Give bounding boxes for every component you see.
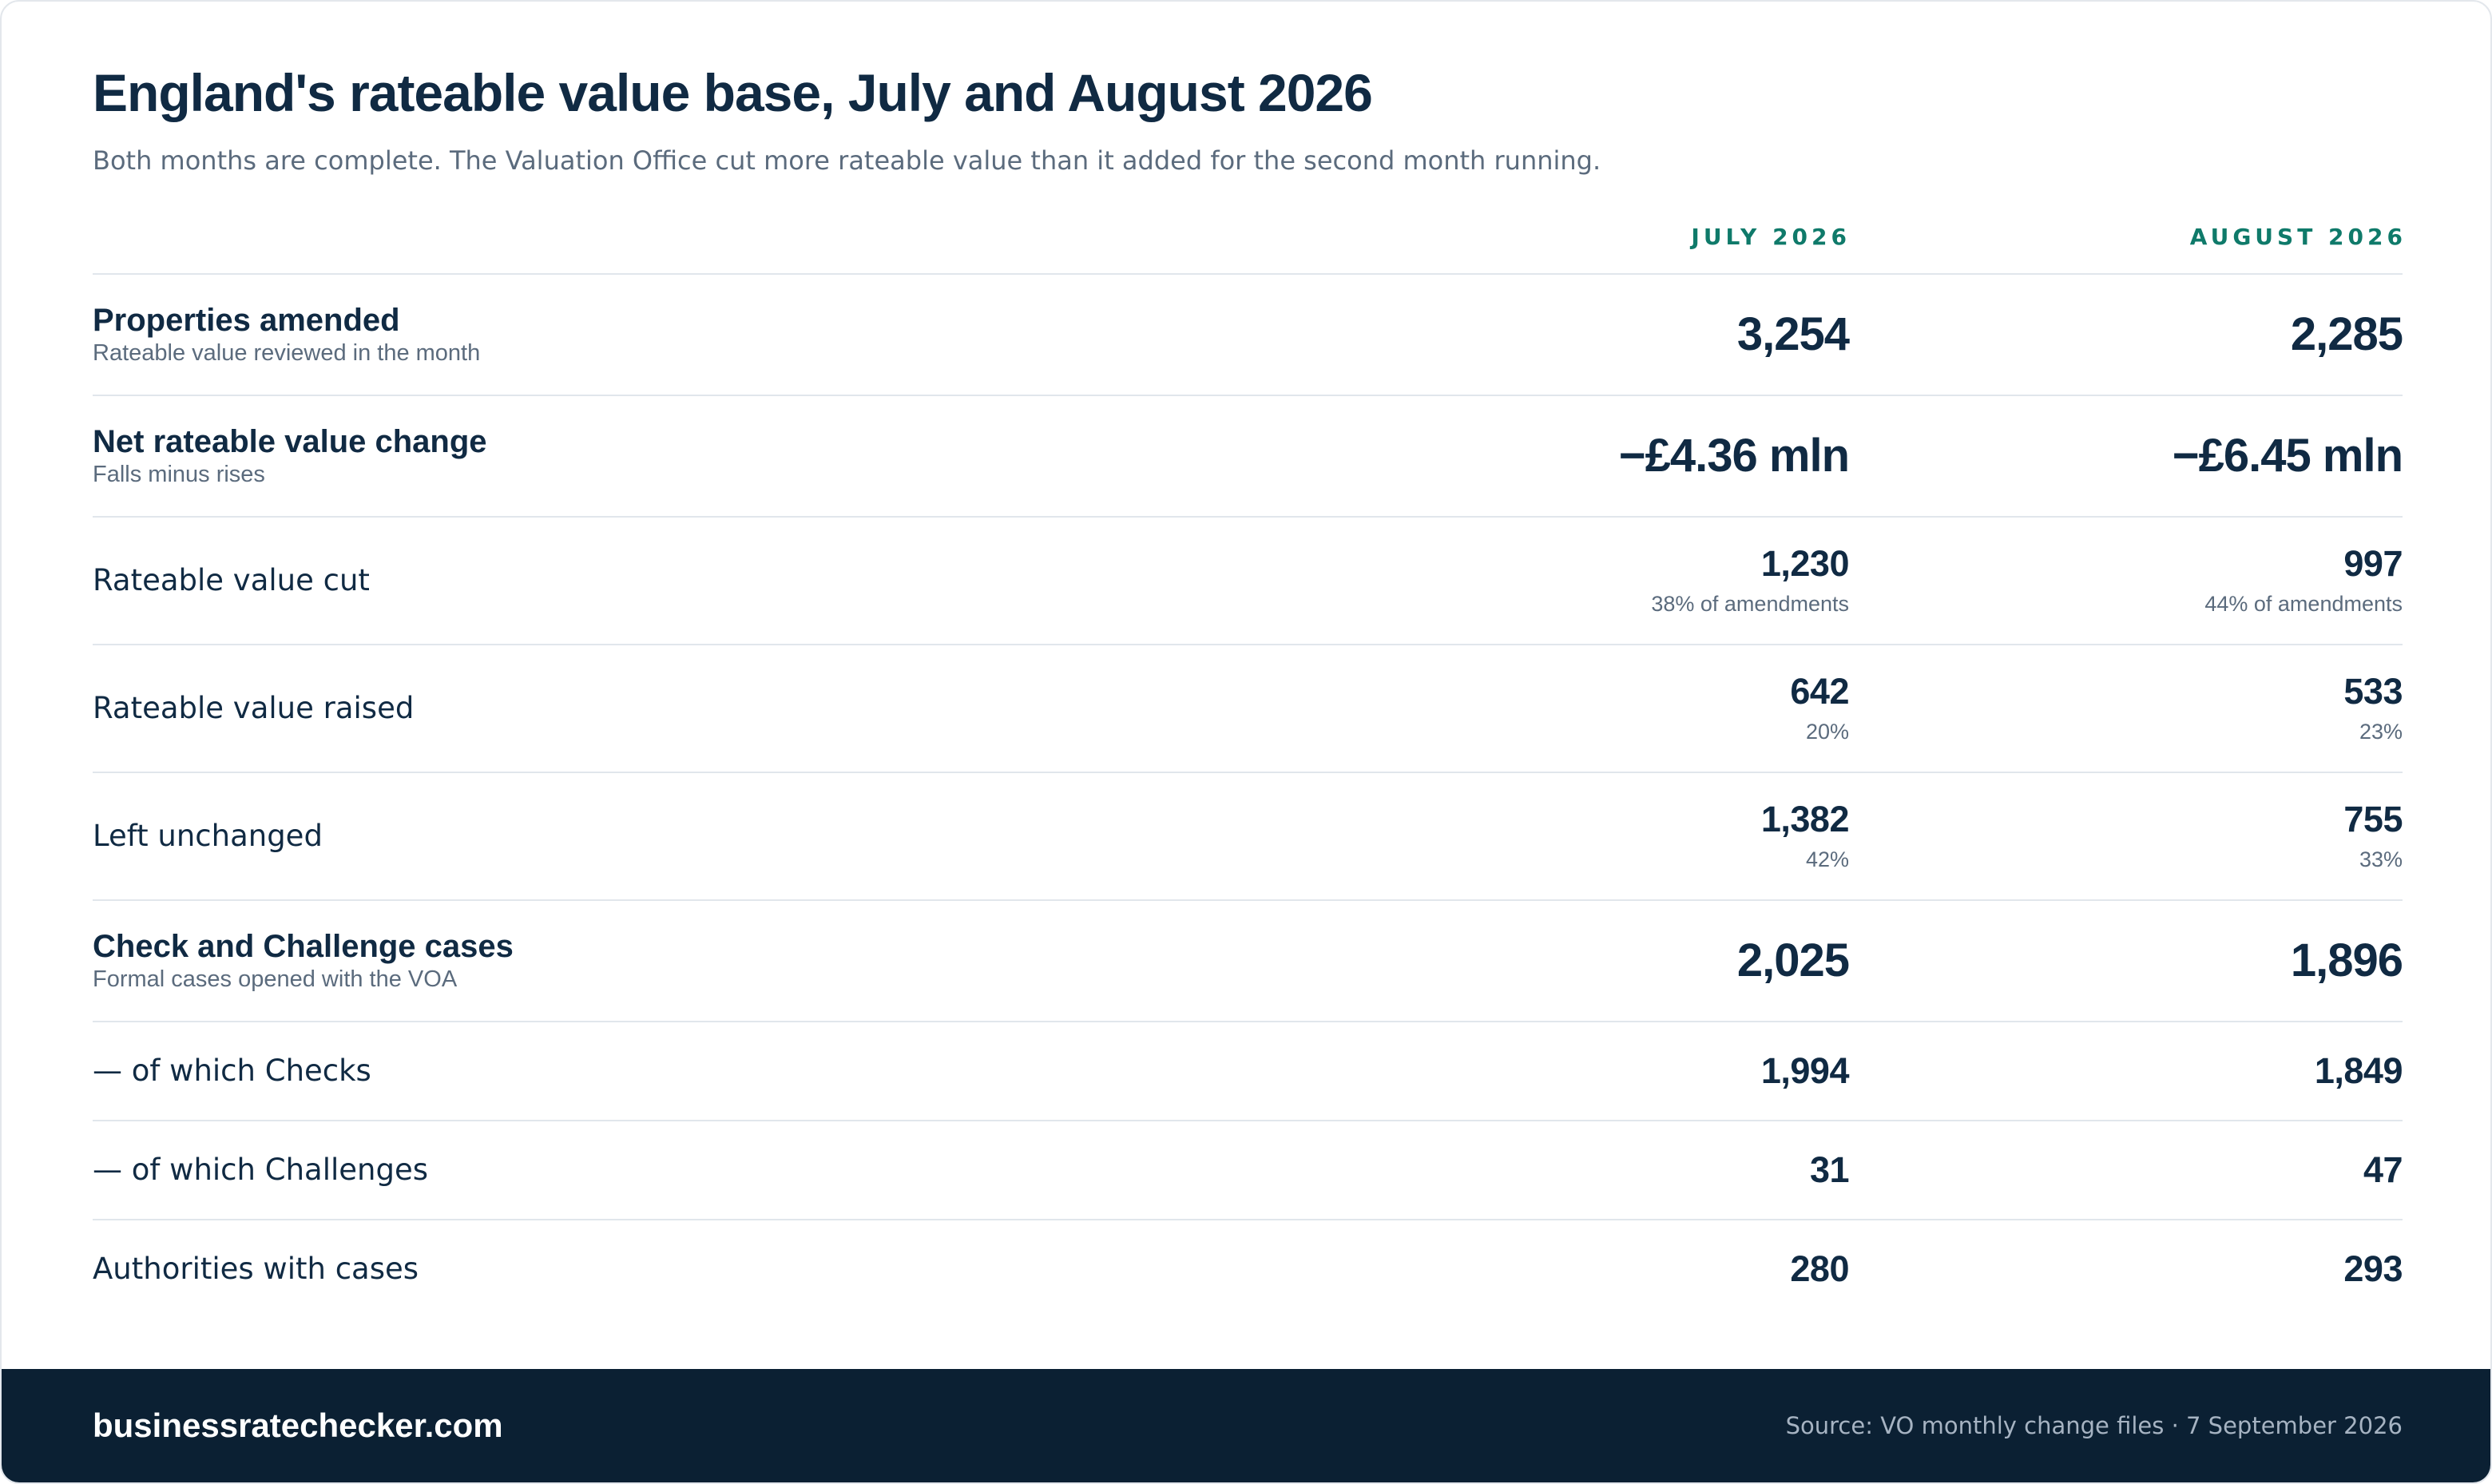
july-value: −£4.36 mln (1618, 430, 1850, 482)
row-label-group: Authorities with cases (93, 1252, 419, 1287)
table-row-net-change: Net rateable value change Falls minus ri… (93, 395, 2403, 516)
brand-name: businessratechecker.com (93, 1407, 503, 1444)
august-note: 44% of amendments (2204, 592, 2403, 616)
row-label: Net rateable value change (93, 424, 487, 459)
july-cell: 3,254 (1736, 308, 1850, 361)
july-cell: 280 (1790, 1248, 1849, 1290)
table-row-value-raised: Rateable value raised 642 20% 533 23% (93, 644, 2403, 772)
page-subtitle: Both months are complete. The Valuation … (93, 145, 1601, 176)
july-cell: 642 20% (1790, 671, 1849, 746)
august-value: 533 (2343, 671, 2403, 712)
table-row-cases: Check and Challenge cases Formal cases o… (93, 899, 2403, 1021)
source-note: Source: VO monthly change files · 7 Sept… (1785, 1412, 2403, 1439)
row-label-group: Left unchanged (93, 819, 323, 854)
july-cell: 1,382 42% (1760, 799, 1850, 874)
july-value: 3,254 (1736, 308, 1850, 360)
table-row-unchanged: Left unchanged 1,382 42% 755 33% (93, 772, 2403, 899)
august-value: 1,849 (2314, 1050, 2403, 1091)
august-value: 2,285 (2290, 308, 2403, 360)
july-cell: 31 (1809, 1149, 1850, 1191)
row-label: Check and Challenge cases (93, 929, 514, 964)
row-label: — of which Challenges (93, 1153, 428, 1187)
july-value: 642 (1790, 671, 1849, 712)
july-value: 1,382 (1760, 799, 1850, 839)
august-cell: 293 (2343, 1248, 2403, 1290)
row-label-group: Net rateable value change Falls minus ri… (93, 423, 487, 489)
august-value: 997 (2343, 543, 2403, 584)
table-row-challenges: — of which Challenges 31 47 (93, 1120, 2403, 1219)
july-cell: −£4.36 mln (1618, 430, 1850, 482)
july-cell: 1,994 (1760, 1050, 1850, 1092)
august-cell: 1,896 (2291, 934, 2403, 987)
row-label-group: — of which Checks (93, 1053, 371, 1089)
row-label: — of which Checks (93, 1053, 371, 1088)
august-value: 755 (2343, 799, 2403, 839)
table-row-authorities: Authorities with cases 280 293 (93, 1219, 2403, 1318)
july-note: 20% (1805, 720, 1849, 744)
august-value: −£6.45 mln (2172, 430, 2403, 482)
july-value: 31 (1809, 1149, 1850, 1190)
august-cell: 1,849 (2315, 1050, 2403, 1092)
data-table: Properties amended Rateable value review… (93, 273, 2403, 1318)
july-cell: 1,230 38% of amendments (1651, 543, 1849, 618)
table-row-properties-amended: Properties amended Rateable value review… (93, 273, 2403, 395)
row-label-group: Check and Challenge cases Formal cases o… (93, 928, 514, 994)
row-label: Left unchanged (93, 819, 323, 853)
row-label-group: Rateable value cut (93, 563, 370, 598)
row-label: Rateable value raised (93, 691, 415, 725)
august-cell: 997 44% of amendments (2204, 543, 2403, 618)
july-value: 2,025 (1736, 934, 1850, 986)
july-cell: 2,025 (1736, 934, 1850, 987)
row-sublabel: Rateable value reviewed in the month (93, 340, 481, 366)
august-value: 47 (2363, 1149, 2403, 1190)
row-label-group: — of which Challenges (93, 1153, 428, 1188)
row-sublabel: Formal cases opened with the VOA (93, 966, 458, 992)
table-row-value-cut: Rateable value cut 1,230 38% of amendmen… (93, 516, 2403, 644)
august-cell: 533 23% (2343, 671, 2403, 746)
august-note: 33% (2359, 847, 2403, 871)
august-value: 1,896 (2290, 934, 2403, 986)
august-value: 293 (2343, 1248, 2403, 1289)
august-cell: 2,285 (2291, 308, 2403, 361)
row-sublabel: Falls minus rises (93, 462, 265, 487)
july-note: 38% of amendments (1651, 592, 1849, 616)
row-label-group: Rateable value raised (93, 691, 414, 726)
row-label: Properties amended (93, 303, 400, 338)
column-header-august: AUGUST 2026 (2189, 224, 2407, 250)
row-label: Rateable value cut (93, 563, 370, 597)
table-row-checks: — of which Checks 1,994 1,849 (93, 1021, 2403, 1120)
row-label: Authorities with cases (93, 1252, 419, 1286)
august-cell: 47 (2363, 1149, 2403, 1191)
column-header-july: JULY 2026 (1691, 224, 1851, 250)
july-value: 1,994 (1760, 1050, 1850, 1091)
august-note: 23% (2359, 720, 2403, 744)
july-value: 1,230 (1760, 543, 1850, 584)
row-label-group: Properties amended Rateable value review… (93, 302, 480, 367)
august-cell: −£6.45 mln (2173, 430, 2403, 482)
august-cell: 755 33% (2343, 799, 2403, 874)
july-value: 280 (1790, 1248, 1849, 1289)
page-title: England's rateable value base, July and … (93, 63, 1373, 122)
footer-bar: businessratechecker.com Source: VO month… (2, 1369, 2490, 1482)
july-note: 42% (1805, 847, 1849, 871)
